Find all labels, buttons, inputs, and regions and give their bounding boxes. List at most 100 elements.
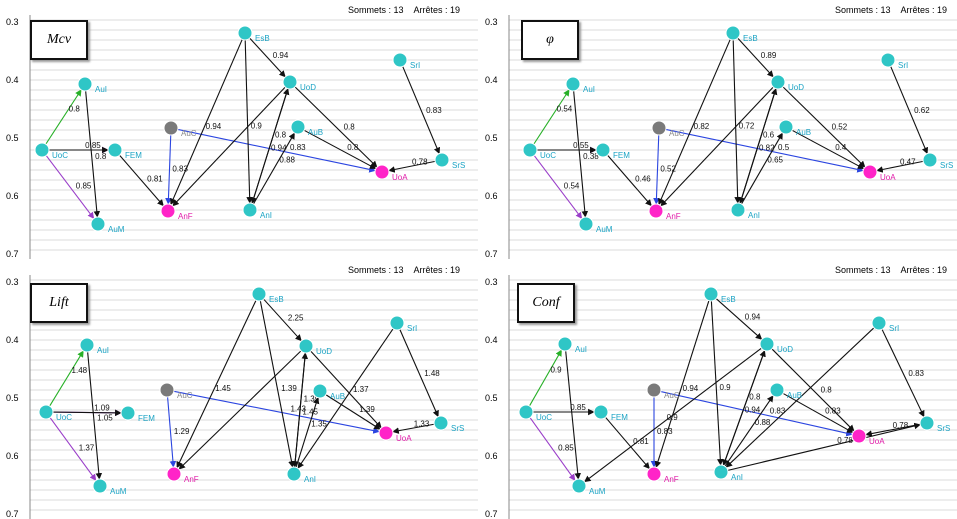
node-label: SrS	[937, 424, 950, 433]
edge-weight-label: 1.39	[359, 405, 375, 414]
node-circle	[312, 383, 328, 399]
node-label: UoA	[392, 173, 408, 182]
mcv-graph-panel: 0.3 0.4 0.5 0.6 0.7 0.8 0.85 0.8 0.81 0.83 0.83 0.9…	[0, 0, 478, 259]
node-label: SrI	[407, 324, 417, 333]
node-label: SrS	[452, 161, 465, 170]
node-circle	[290, 119, 306, 135]
node-label: UoA	[396, 434, 412, 443]
edge-weight-label: 0.78	[837, 436, 853, 445]
panel-title-box: φ	[521, 20, 579, 60]
edge-weight-label: 0.9	[720, 383, 732, 392]
graph-edge	[654, 300, 710, 468]
edge-weight-label: 0.83	[290, 143, 306, 152]
node-circle	[922, 152, 938, 168]
node-circle	[770, 74, 786, 90]
node-label: UoD	[788, 83, 804, 92]
edge-weight-label: 0.54	[557, 105, 573, 114]
node-label: EsB	[269, 295, 284, 304]
edge-weight-label: 0.8	[344, 123, 356, 132]
panel-title: φ	[546, 32, 554, 47]
graph-edge	[865, 423, 921, 437]
edge-weight-label: 0.83	[908, 369, 924, 378]
node-label: FEM	[613, 151, 630, 160]
node-circle	[646, 466, 662, 482]
graph-node: AuM	[92, 478, 127, 496]
graph-node: AuI	[79, 337, 109, 355]
node-circle	[159, 382, 175, 398]
node-circle	[703, 286, 719, 302]
node-label: AnI	[304, 475, 316, 484]
edge-weight-label: 1.39	[304, 395, 320, 404]
node-circle	[251, 286, 267, 302]
graph-edge	[725, 327, 875, 468]
edge-weight-label: 0.52	[660, 165, 676, 174]
edge-count: Arrêtes : 19	[900, 265, 948, 275]
edge-weight-label: 0.94	[271, 143, 287, 152]
graph-node: EsB	[725, 25, 758, 43]
edge-weight-label: 0.9	[251, 121, 263, 130]
graph-edge	[607, 154, 652, 207]
graph-node: AuM	[578, 216, 613, 234]
node-circle	[90, 216, 106, 232]
node-circle	[571, 478, 587, 494]
graph-node: AnI	[286, 466, 316, 484]
graph-edge	[165, 134, 172, 205]
graph-edge	[658, 39, 731, 206]
vertex-count: Sommets : 13	[835, 5, 891, 15]
y-tick-label: 0.5	[485, 133, 498, 143]
node-circle	[166, 466, 182, 482]
node-circle	[34, 142, 50, 158]
y-tick-label: 0.5	[485, 393, 498, 403]
graph-edge	[584, 347, 762, 483]
node-circle	[871, 315, 887, 331]
y-tick-label: 0.3	[485, 17, 498, 27]
graph-edge	[49, 350, 84, 407]
graph-edges: 0.54 0.54 0.38 0.46 0.52 0.5 0.89 0.82 0.72 0.52 0…	[533, 37, 930, 219]
edge-weight-label: 1.29	[174, 427, 190, 436]
graph-nodes: AuI UoC AuM FEM AuC AnF EsB UoD AuB AnI UoA SrI SrS	[518, 286, 950, 496]
node-label: UoC	[56, 413, 72, 422]
node-label: FEM	[611, 413, 628, 422]
graph-node: UoC	[34, 142, 68, 160]
node-label: AuC	[669, 129, 685, 138]
graph-edge	[737, 37, 774, 78]
y-tick-label: 0.6	[485, 191, 498, 201]
graph-node: AuC	[159, 382, 193, 400]
node-label: EsB	[743, 34, 758, 43]
graph-node: UoD	[759, 336, 793, 354]
node-circle	[79, 337, 95, 353]
node-label: UoC	[540, 151, 556, 160]
edge-weight-label: 0.83	[426, 106, 442, 115]
graph-edge	[177, 128, 376, 173]
node-label: UoC	[536, 413, 552, 422]
y-tick-label: 0.6	[485, 451, 498, 461]
node-label: EsB	[255, 34, 270, 43]
graph-edge	[295, 397, 320, 468]
graph-node: AuM	[571, 478, 606, 496]
edge-weight-label: 0.85	[570, 403, 586, 412]
panel-title-box: Conf	[517, 283, 575, 323]
panel-title: Mcv	[46, 32, 72, 47]
graph-edge	[325, 394, 381, 430]
node-label: AuC	[177, 391, 193, 400]
node-circle	[374, 164, 390, 180]
edge-weight-label: 0.82	[759, 143, 775, 152]
graph-edge	[533, 155, 583, 219]
graph-nodes: AuI UoC AuM FEM AuC AnF EsB UoD AuB AnI UoA SrI SrS	[522, 25, 953, 234]
y-tick-label: 0.3	[485, 277, 498, 287]
edge-weight-label: 0.55	[573, 141, 589, 150]
graph-edge	[529, 349, 562, 407]
graph-edge	[881, 329, 925, 418]
graph-node: UoC	[522, 142, 556, 160]
edge-weight-label: 0.83	[657, 427, 673, 436]
graph-edge	[178, 350, 302, 470]
graph-edge	[294, 86, 378, 168]
edge-weight-label: 1.37	[353, 385, 369, 394]
graph-edge	[87, 351, 103, 480]
graph-node: AuB	[290, 119, 323, 137]
graph-edge	[45, 89, 82, 145]
y-tick-label: 0.7	[6, 249, 19, 259]
graph-edge	[724, 395, 774, 467]
graph-counts: Sommets : 13 Arrêtes : 19	[338, 265, 460, 275]
y-tick-label: 0.3	[6, 277, 19, 287]
